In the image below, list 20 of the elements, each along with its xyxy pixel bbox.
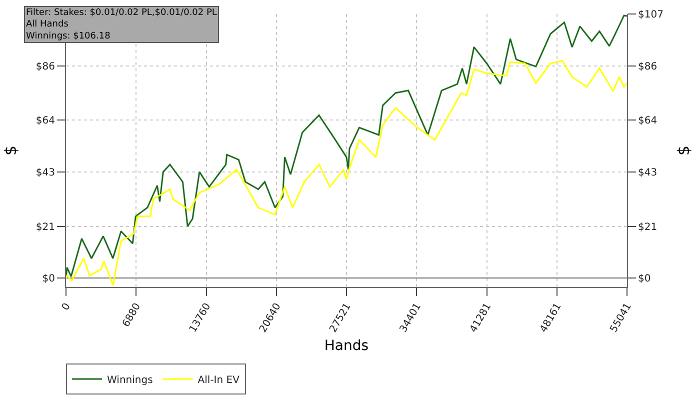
y-axis-title: $ (0, 145, 20, 156)
y2-tick-label: $64 (638, 116, 658, 127)
y2-tick-label: $107 (638, 10, 664, 20)
y-tick-label: $64 (36, 116, 55, 127)
y-tick-label: $0 (42, 274, 55, 285)
x-axis-title: Hands (324, 338, 369, 354)
y2-tick-label: $86 (638, 61, 658, 72)
y2-tick-label: $21 (638, 222, 658, 233)
y-tick-label: $86 (36, 61, 55, 72)
y2-tick-label: $43 (638, 167, 658, 178)
y-tick-label: $43 (36, 167, 55, 178)
annotation: Filter: Stakes: $0.01/0.02 PL,$0.01/0.02 PL (26, 8, 217, 18)
x-tick-label: 0 (60, 302, 73, 313)
y2-axis-title: $ (674, 145, 694, 156)
y2-tick-label: $0 (638, 274, 651, 285)
y-tick-label: $21 (36, 222, 55, 233)
annotation: All Hands (26, 20, 69, 30)
legend-label: All-In EV (198, 374, 240, 386)
legend-label: Winnings (107, 374, 153, 386)
annotation: Winnings: $106.18 (26, 31, 111, 42)
